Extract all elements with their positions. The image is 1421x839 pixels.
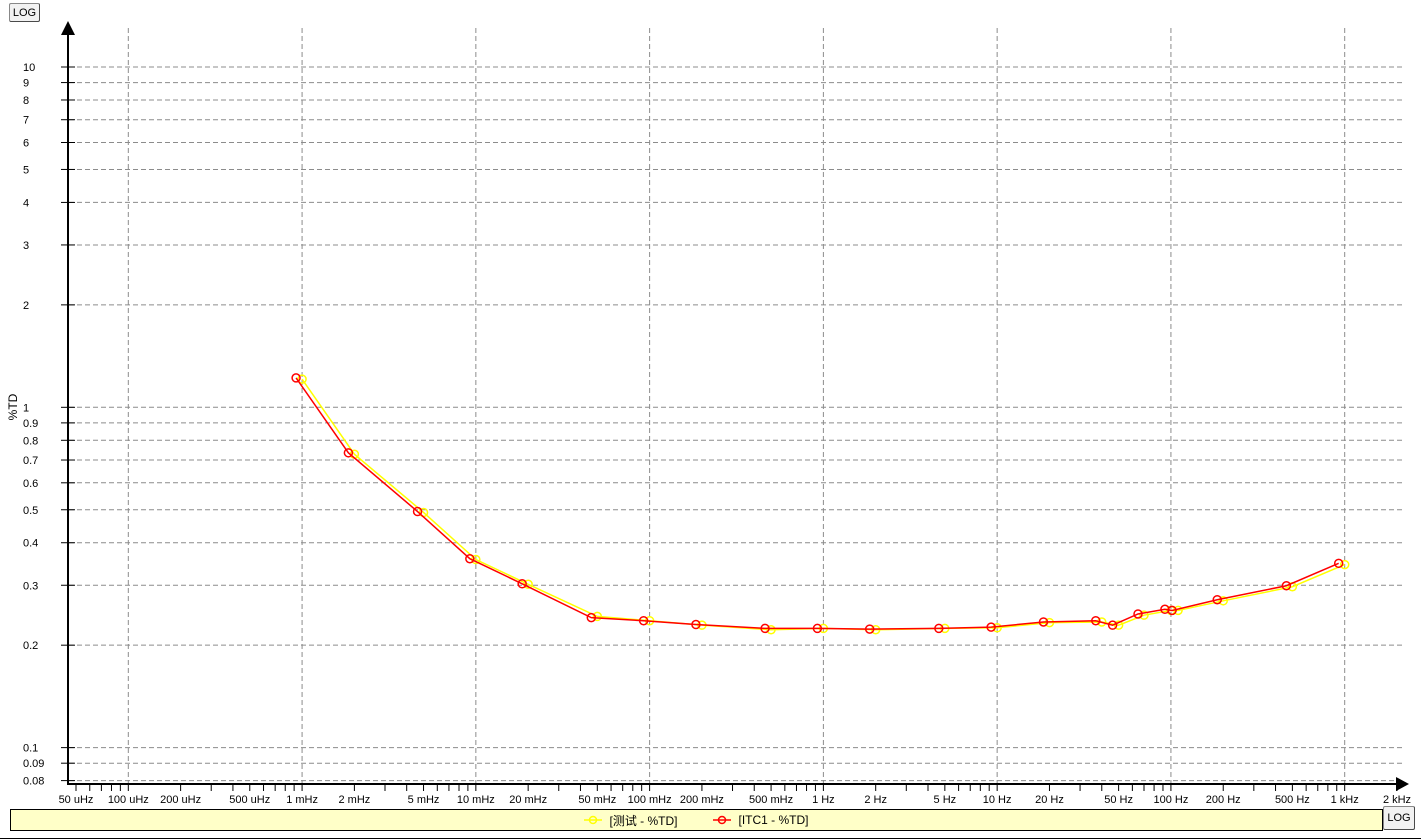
y-tick-label: 4 [23, 197, 29, 209]
y-axis-ticks: 10 9 8 7 6 5 4 3 2 1 0.9 0.8 0.7 0.6 0.5 0.4 0.3 0.2 0.1 0.… [23, 62, 75, 788]
gridlines [69, 28, 1404, 783]
x-tick-label: 2 mHz [338, 794, 370, 806]
y-tick-label: 6 [23, 137, 29, 149]
data-point-marker [760, 623, 770, 634]
data-point-marker [291, 373, 301, 383]
legend-label-itc1: [ITC1 - %TD] [738, 813, 809, 827]
data-point-marker [592, 611, 603, 622]
y-tick-label: 5 [23, 164, 29, 176]
data-point-marker [1333, 558, 1344, 569]
x-tick-label: 5 mHz [408, 794, 440, 806]
x-tick-label: 1 mHz [286, 794, 318, 806]
data-point-marker [465, 553, 475, 564]
y-tick-label: 0.5 [23, 505, 38, 517]
data-point-marker [1133, 609, 1143, 619]
data-point-marker [1281, 580, 1292, 591]
data-point-marker [766, 625, 776, 635]
data-point-marker [691, 619, 701, 630]
data-point-marker [638, 615, 649, 626]
x-tick-label: 1 Hz [812, 794, 835, 806]
x-axis-ticks: 50 uHz 100 uHz 200 uHz 500 uHz 1 mHz 2 mHz 5 m… [59, 784, 1411, 806]
series-itc1 [291, 373, 1344, 634]
y-tick-label: 0.1 [23, 743, 38, 755]
data-point-marker [412, 506, 423, 517]
data-point-marker [517, 579, 527, 589]
x-tick-label: 50 mHz [578, 794, 616, 806]
y-tick-label: 0.7 [23, 455, 38, 467]
data-point-marker [934, 623, 944, 634]
data-point-marker [986, 622, 996, 632]
x-tick-label: 500 uHz [229, 794, 270, 806]
x-tick-label: 10 mHz [457, 794, 495, 806]
x-tick-label: 500 mHz [749, 794, 793, 806]
data-point-marker [864, 624, 875, 634]
y-tick-label: 0.6 [23, 478, 38, 490]
y-tick-label: 0.8 [23, 435, 38, 447]
y-tick-label: 8 [23, 95, 29, 107]
x-tick-label: 1 kHz [1331, 794, 1359, 806]
y-tick-label: 7 [23, 115, 29, 127]
data-point-marker [812, 623, 823, 634]
data-point-marker [1167, 605, 1177, 616]
data-point-marker [586, 612, 597, 623]
y-tick-label: 2 [23, 300, 29, 312]
x-tick-label: 20 mHz [509, 794, 547, 806]
x-tick-label: 2 kHz [1383, 794, 1411, 806]
legend-item-itc1: [ITC1 - %TD] [713, 813, 809, 827]
legend-label-test: [测试 - %TD] [609, 813, 678, 828]
x-tick-label: 50 Hz [1104, 794, 1133, 806]
x-tick-label: 100 mHz [628, 794, 672, 806]
x-tick-label: 200 Hz [1206, 794, 1241, 806]
y-tick-label: 0.4 [23, 538, 38, 550]
axes [61, 21, 1409, 791]
series-itc1-marker-icon [713, 815, 732, 825]
y-axis-title: %TD [6, 393, 20, 420]
x-axis-arrow-icon [1396, 777, 1409, 791]
y-tick-label: 1 [23, 402, 29, 414]
y-tick-label: 0.9 [23, 418, 38, 430]
x-tick-label: 500 Hz [1275, 794, 1310, 806]
x-tick-label: 200 mHz [680, 794, 724, 806]
series-test-marker-icon [584, 815, 603, 825]
data-point-marker [297, 374, 307, 384]
data-point-marker [1339, 559, 1350, 570]
y-tick-label: 9 [23, 78, 29, 90]
x-tick-label: 100 Hz [1153, 794, 1188, 806]
legend-bar: [测试 - %TD] [ITC1 - %TD] [10, 809, 1383, 831]
data-point-marker [1038, 617, 1049, 627]
x-tick-label: 50 uHz [59, 794, 94, 806]
y-tick-label: 0.08 [23, 776, 44, 788]
y-tick-label: 3 [23, 240, 29, 252]
data-point-marker [1212, 594, 1222, 605]
x-tick-label: 20 Hz [1035, 794, 1064, 806]
x-tick-label: 100 uHz [108, 794, 149, 806]
data-point-marker [1218, 596, 1228, 606]
legend-item-test: [测试 - %TD] [584, 812, 677, 829]
data-point-marker [1139, 610, 1149, 620]
x-tick-label: 200 uHz [160, 794, 201, 806]
data-point-marker [1113, 620, 1124, 630]
x-tick-label: 10 Hz [983, 794, 1012, 806]
y-tick-label: 0.2 [23, 640, 38, 652]
data-point-marker [992, 623, 1002, 633]
x-tick-label: 2 Hz [864, 794, 887, 806]
log-scale-button-bottom[interactable]: LOG [1383, 806, 1415, 830]
log-scale-button-top[interactable]: LOG [9, 3, 40, 22]
y-tick-label: 10 [23, 62, 35, 74]
x-tick-label: 5 Hz [934, 794, 957, 806]
y-tick-label: 0.3 [23, 580, 38, 592]
data-point-marker [343, 448, 354, 458]
data-point-marker [1091, 615, 1101, 626]
data-point-marker [1107, 620, 1118, 630]
y-tick-label: 0.09 [23, 758, 44, 770]
y-axis-arrow-icon [61, 21, 75, 35]
